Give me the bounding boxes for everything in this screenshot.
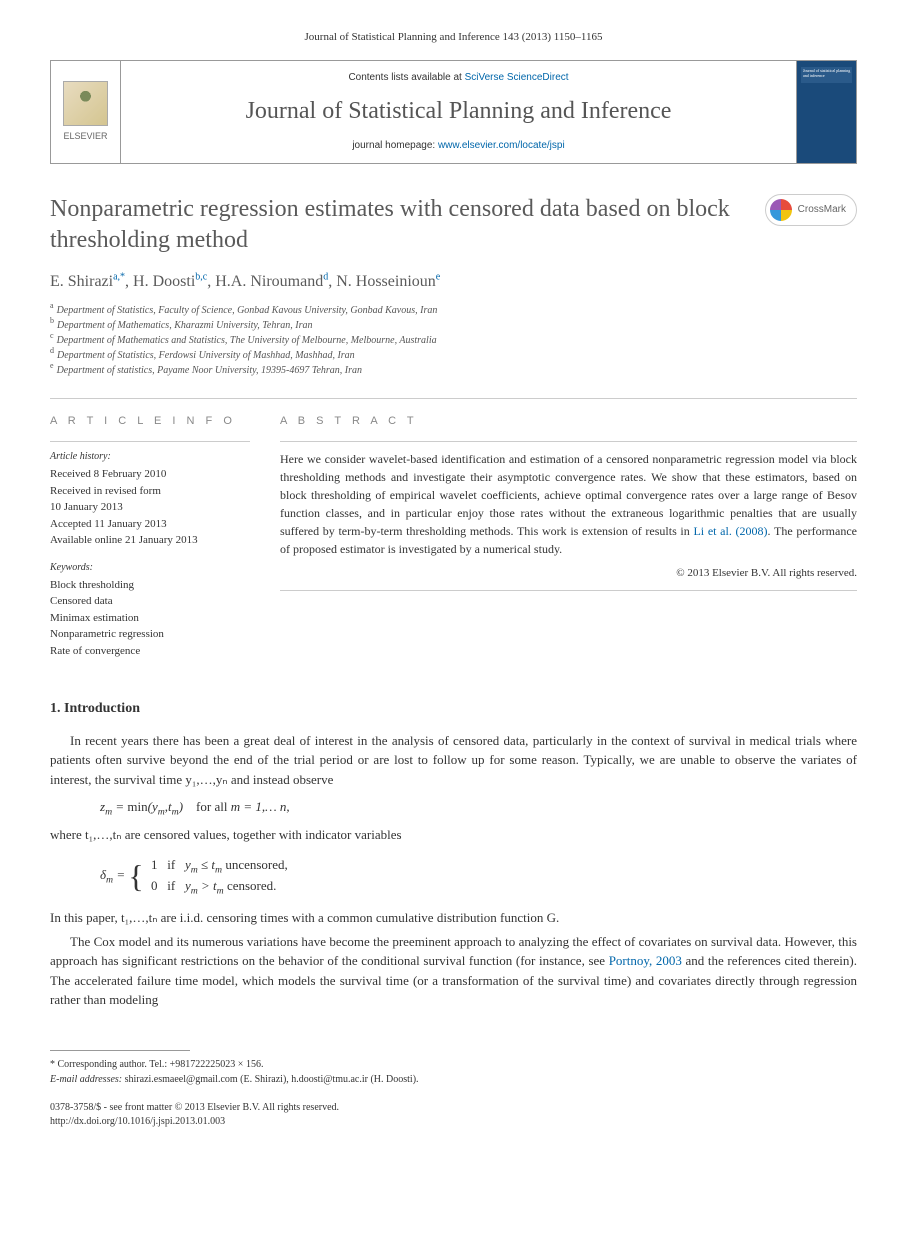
keyword-item: Block thresholding: [50, 577, 250, 594]
history-item: 10 January 2013: [50, 499, 250, 516]
article-title: Nonparametric regression estimates with …: [50, 194, 765, 256]
paragraph: In this paper, t₁,…,tₙ are i.i.d. censor…: [50, 908, 857, 928]
divider: [280, 441, 857, 442]
author-sup: d: [323, 272, 328, 283]
crossmark-icon: [770, 199, 792, 221]
article-info-head: A R T I C L E I N F O: [50, 414, 250, 429]
article-history: Received 8 February 2010Received in revi…: [50, 466, 250, 549]
footnotes: * Corresponding author. Tel.: +981722225…: [50, 1057, 857, 1087]
author: E. Shirazia,*: [50, 273, 125, 290]
elsevier-logo[interactable]: ELSEVIER: [51, 61, 121, 163]
crossmark-label: CrossMark: [798, 203, 846, 217]
bottom-bar: 0378-3758/$ - see front matter © 2013 El…: [50, 1101, 857, 1129]
homepage-link[interactable]: www.elsevier.com/locate/jspi: [438, 140, 565, 151]
divider: [50, 441, 250, 442]
citation-link[interactable]: Li et al. (2008): [693, 524, 767, 538]
keywords-list: Block thresholdingCensored dataMinimax e…: [50, 577, 250, 660]
author: H.A. Niroumandd: [215, 273, 328, 290]
history-item: Accepted 11 January 2013: [50, 516, 250, 533]
author: N. Hosseinioune: [336, 273, 440, 290]
footnote-divider: [50, 1050, 190, 1051]
elsevier-tree-icon: [63, 81, 108, 126]
section-heading: 1. Introduction: [50, 699, 857, 719]
author: H. Doostib,c: [133, 273, 207, 290]
journal-header-box: ELSEVIER Contents lists available at Sci…: [50, 60, 857, 164]
contents-line: Contents lists available at SciVerse Sci…: [136, 71, 781, 85]
affiliation: aDepartment of Statistics, Faculty of Sc…: [50, 304, 857, 318]
history-item: Received in revised form: [50, 483, 250, 500]
body-text: In recent years there has been a great d…: [50, 731, 857, 1010]
homepage-prefix: journal homepage:: [352, 140, 438, 151]
keyword-item: Rate of convergence: [50, 643, 250, 660]
authors-list: E. Shirazia,*, H. Doostib,c, H.A. Niroum…: [50, 271, 857, 293]
article-info-column: A R T I C L E I N F O Article history: R…: [50, 414, 250, 659]
citation-link[interactable]: Portnoy, 2003: [609, 953, 682, 968]
keyword-item: Minimax estimation: [50, 610, 250, 627]
email-values: shirazi.esmaeel@gmail.com (E. Shirazi), …: [122, 1074, 418, 1085]
history-item: Received 8 February 2010: [50, 466, 250, 483]
paragraph: In recent years there has been a great d…: [50, 731, 857, 790]
journal-title: Journal of Statistical Planning and Infe…: [136, 95, 781, 129]
author-sup: a,*: [113, 272, 125, 283]
corresponding-author: * Corresponding author. Tel.: +981722225…: [50, 1057, 857, 1072]
formula-zm: zm = min(ym,tm) for all m = 1,… n,: [100, 797, 857, 817]
affiliations-list: aDepartment of Statistics, Faculty of Sc…: [50, 304, 857, 378]
keywords-label: Keywords:: [50, 561, 250, 575]
cover-text: Journal of statistical planning and infe…: [803, 69, 856, 78]
author-sup: b,c: [195, 272, 207, 283]
abstract-head: A B S T R A C T: [280, 414, 857, 429]
abstract-text: Here we consider wavelet-based identific…: [280, 450, 857, 558]
homepage-line: journal homepage: www.elsevier.com/locat…: [136, 139, 781, 153]
keyword-item: Nonparametric regression: [50, 626, 250, 643]
abstract-copyright: © 2013 Elsevier B.V. All rights reserved…: [280, 566, 857, 581]
divider: [50, 398, 857, 399]
elsevier-label: ELSEVIER: [63, 130, 107, 143]
history-label: Article history:: [50, 450, 250, 464]
affiliation: eDepartment of statistics, Payame Noor U…: [50, 364, 857, 378]
history-item: Available online 21 January 2013: [50, 532, 250, 549]
journal-reference: Journal of Statistical Planning and Infe…: [50, 30, 857, 45]
sciencedirect-link[interactable]: SciVerse ScienceDirect: [465, 72, 569, 83]
keyword-item: Censored data: [50, 593, 250, 610]
header-center: Contents lists available at SciVerse Sci…: [121, 61, 796, 163]
paragraph: where t₁,…,tₙ are censored values, toget…: [50, 825, 857, 845]
affiliation: cDepartment of Mathematics and Statistic…: [50, 334, 857, 348]
divider: [280, 590, 857, 591]
title-row: Nonparametric regression estimates with …: [50, 194, 857, 256]
paragraph: The Cox model and its numerous variation…: [50, 932, 857, 1010]
contents-prefix: Contents lists available at: [348, 72, 464, 83]
formula-delta: δm = { 1 if ym ≤ tm uncensored, 0 if ym …: [100, 852, 857, 900]
affiliation: bDepartment of Mathematics, Kharazmi Uni…: [50, 319, 857, 333]
email-label: E-mail addresses:: [50, 1074, 122, 1085]
journal-cover-thumbnail: Journal of statistical planning and infe…: [796, 61, 856, 163]
affiliation: dDepartment of Statistics, Ferdowsi Univ…: [50, 349, 857, 363]
email-addresses: E-mail addresses: shirazi.esmaeel@gmail.…: [50, 1072, 857, 1087]
crossmark-badge[interactable]: CrossMark: [765, 194, 857, 226]
doi-line[interactable]: http://dx.doi.org/10.1016/j.jspi.2013.01…: [50, 1115, 857, 1129]
abstract-column: A B S T R A C T Here we consider wavelet…: [280, 414, 857, 659]
issn-line: 0378-3758/$ - see front matter © 2013 El…: [50, 1101, 857, 1115]
info-abstract-row: A R T I C L E I N F O Article history: R…: [50, 414, 857, 659]
author-sup: e: [436, 272, 440, 283]
